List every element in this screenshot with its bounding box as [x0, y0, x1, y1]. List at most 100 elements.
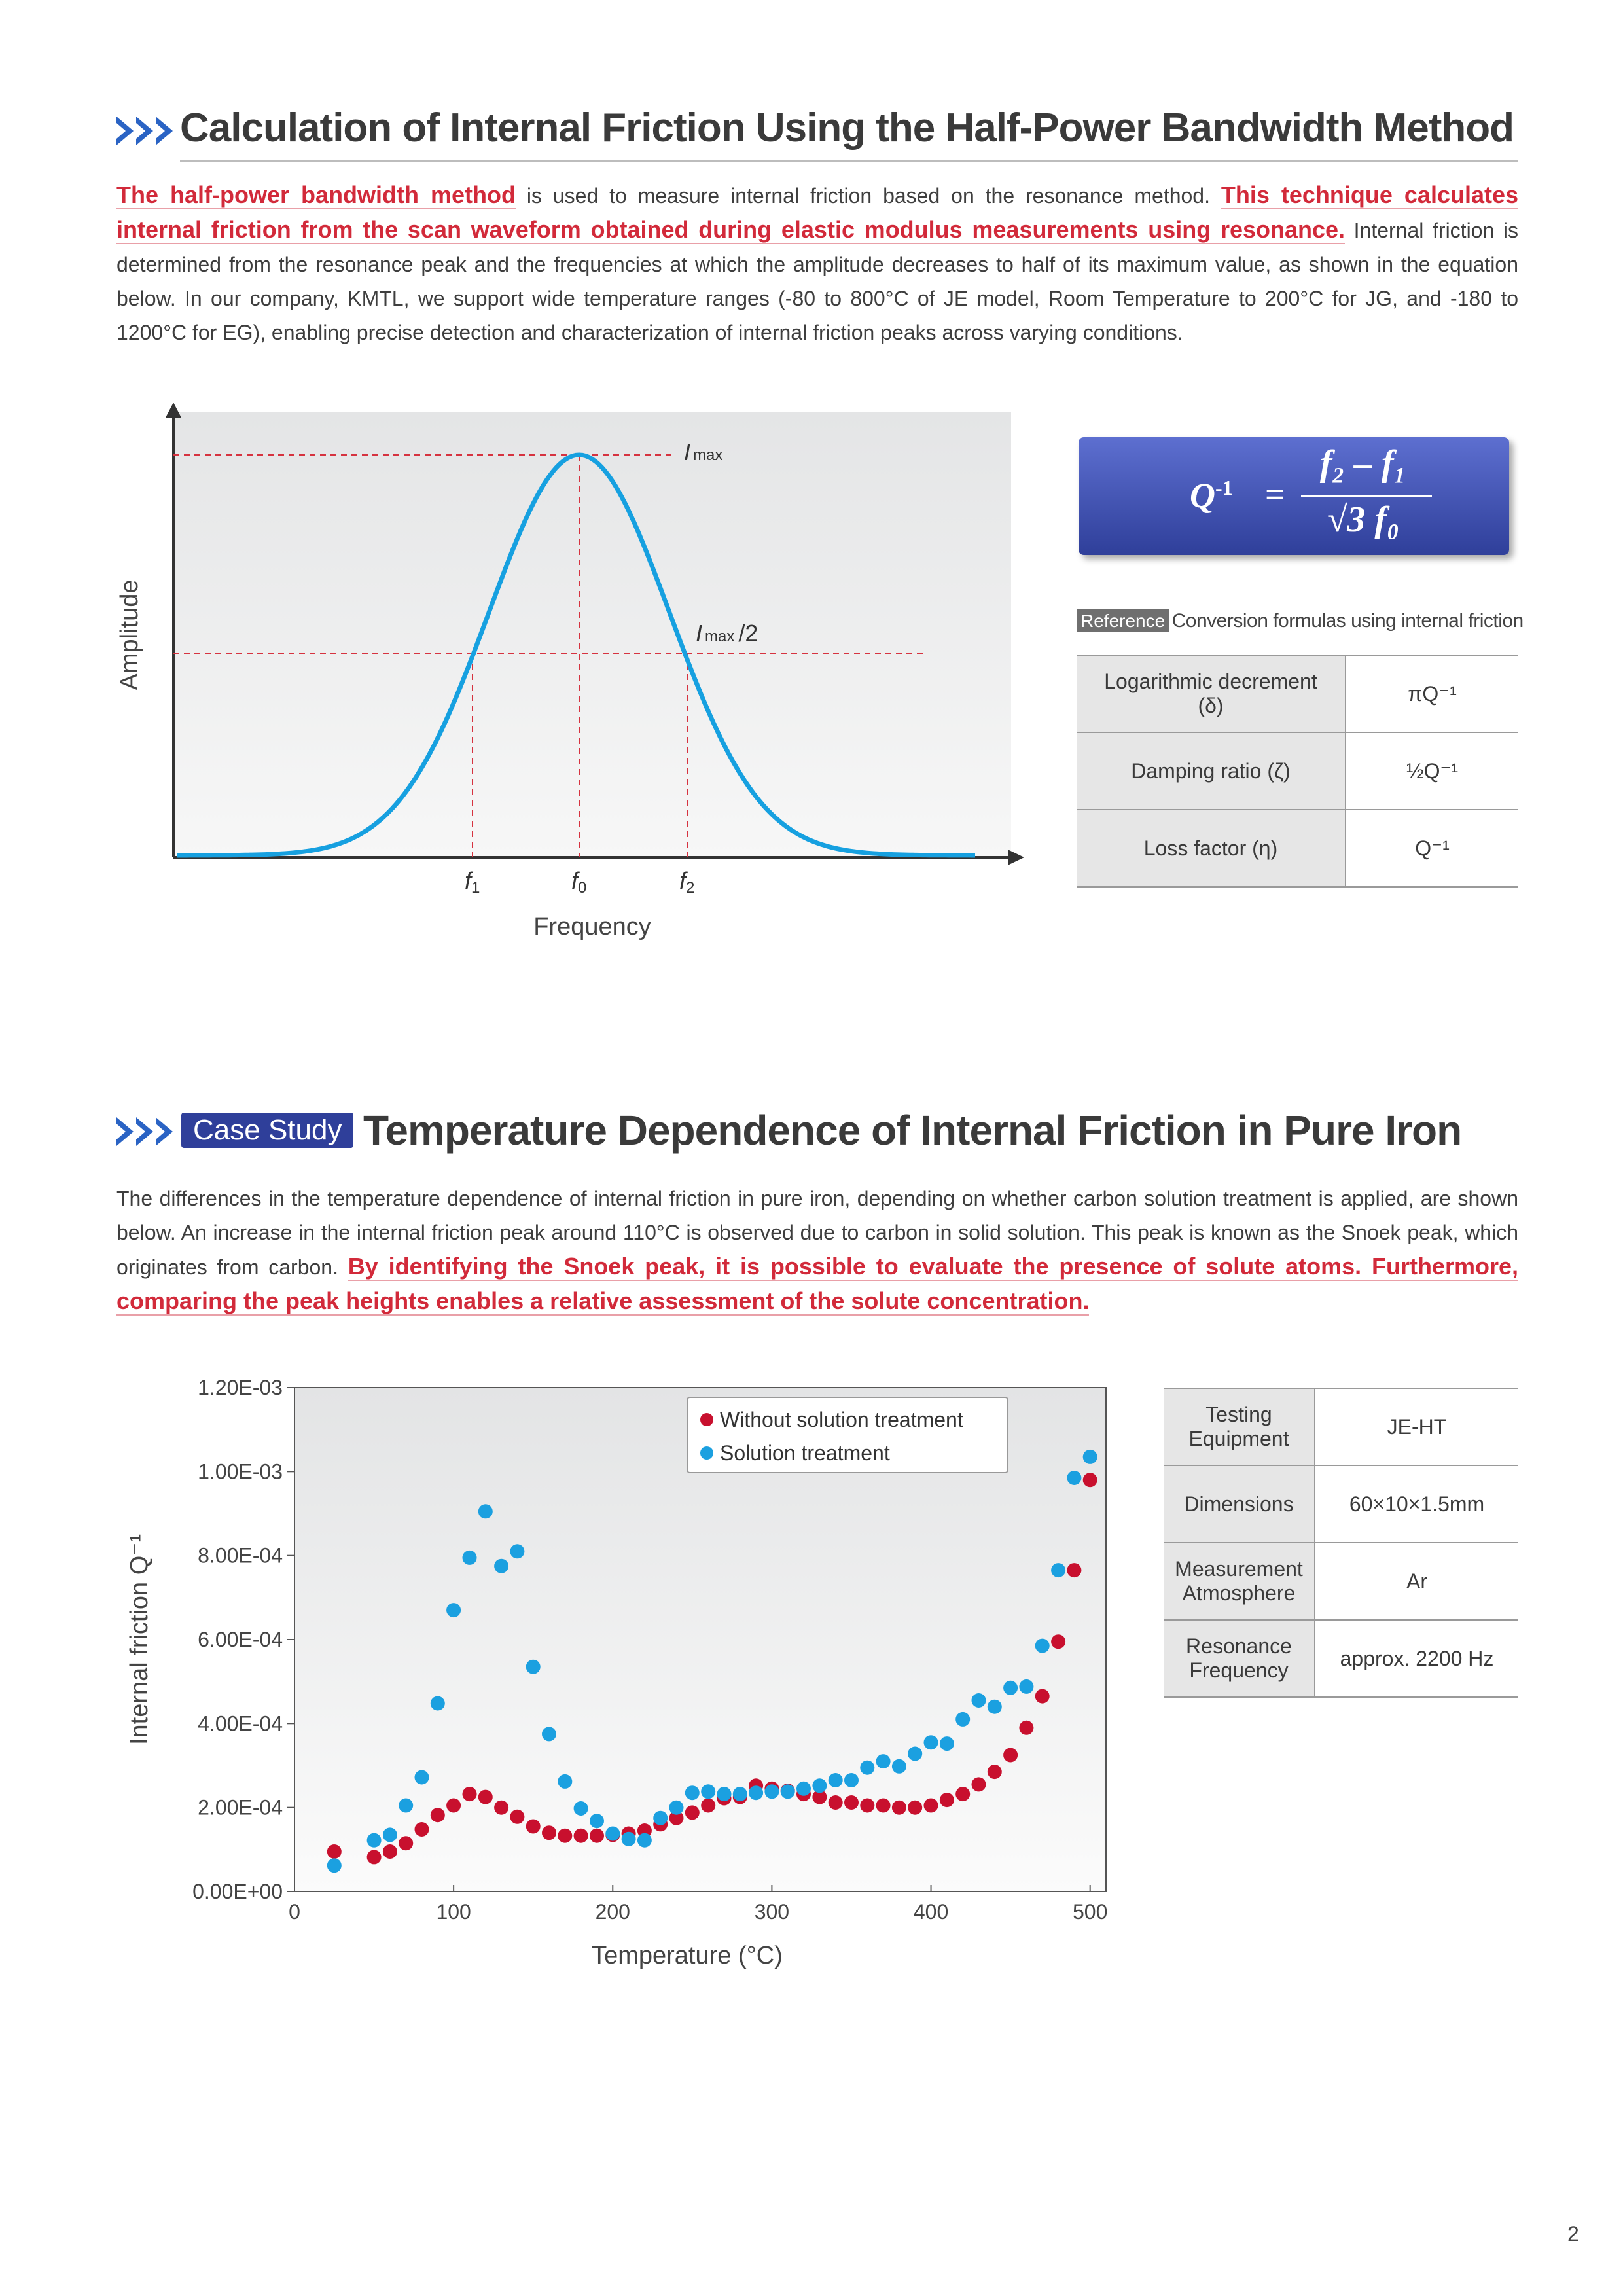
section1-chevrons-icon	[116, 117, 175, 145]
para-text-2: Internal friction is determined from the…	[116, 219, 1518, 344]
point-solution-treatment	[828, 1773, 843, 1787]
f1-label: f1	[465, 867, 480, 897]
point-without-treatment	[876, 1798, 891, 1813]
reference-row-name: Damping ratio (ζ)	[1077, 732, 1346, 810]
section1-title: Calculation of Internal Friction Using t…	[180, 105, 1514, 151]
point-solution-treatment	[605, 1826, 620, 1841]
point-solution-treatment	[669, 1800, 684, 1815]
f2-label: f2	[679, 867, 694, 897]
reference-row: Loss factor (η) Q⁻¹	[1077, 809, 1518, 888]
y-tick-label: 8.00E-04	[198, 1544, 283, 1568]
point-solution-treatment	[558, 1774, 573, 1789]
point-without-treatment	[1067, 1563, 1082, 1578]
specs-row-name: Testing Equipment	[1164, 1388, 1315, 1466]
point-solution-treatment	[796, 1781, 811, 1796]
legend-box	[687, 1397, 1008, 1473]
specs-row: Resonance Frequency approx. 2200 Hz	[1164, 1619, 1518, 1698]
legend-marker-solution	[700, 1446, 713, 1460]
reference-row: Damping ratio (ζ) ½Q⁻¹	[1077, 732, 1518, 810]
y-tick-label: 6.00E-04	[198, 1628, 283, 1651]
point-solution-treatment	[573, 1801, 588, 1816]
reference-row-name: Logarithmic decrement (δ)	[1077, 655, 1346, 733]
point-solution-treatment	[526, 1659, 541, 1674]
point-without-treatment	[891, 1800, 906, 1815]
imax-i: I	[684, 439, 690, 465]
point-without-treatment	[828, 1795, 843, 1810]
section2-chevrons-icon	[116, 1117, 175, 1146]
point-without-treatment	[1019, 1720, 1034, 1735]
point-solution-treatment	[701, 1784, 716, 1799]
point-solution-treatment	[590, 1814, 604, 1829]
diagram-xlabel: Frequency	[533, 913, 651, 941]
section2-paragraph: The differences in the temperature depen…	[116, 1181, 1519, 1319]
formula-lhs: Q-1	[1190, 475, 1233, 516]
point-without-treatment	[1082, 1473, 1097, 1488]
point-without-treatment	[685, 1805, 700, 1820]
point-solution-treatment	[510, 1544, 525, 1559]
section2-text: The differences in the temperature depen…	[116, 1187, 1518, 1279]
point-solution-treatment	[446, 1603, 461, 1618]
point-without-treatment	[908, 1800, 923, 1815]
section1-paragraph: The half-power bandwidth method is used …	[116, 178, 1519, 350]
imax-half-sub: max	[705, 628, 734, 645]
specs-row-name: Resonance Frequency	[1164, 1619, 1315, 1698]
y-tick-label: 0.00E+00	[192, 1880, 283, 1903]
point-solution-treatment	[780, 1784, 795, 1799]
formula-q: Q	[1190, 476, 1215, 515]
x-tick-label: 200	[596, 1900, 630, 1924]
point-without-treatment	[923, 1798, 938, 1813]
point-solution-treatment	[621, 1831, 636, 1846]
point-solution-treatment	[1003, 1680, 1018, 1695]
point-without-treatment	[1035, 1689, 1050, 1704]
point-solution-treatment	[717, 1787, 732, 1802]
specs-table: Testing Equipment JE-HT Dimensions 60×10…	[1164, 1388, 1518, 1698]
point-without-treatment	[366, 1850, 382, 1865]
specs-row: Testing Equipment JE-HT	[1164, 1388, 1518, 1466]
point-solution-treatment	[478, 1504, 493, 1519]
specs-row-value: JE-HT	[1315, 1388, 1518, 1466]
reference-tag: Reference	[1077, 609, 1169, 632]
reference-row-value: Q⁻¹	[1346, 809, 1518, 888]
section1-rule	[180, 160, 1518, 162]
specs-row-value: Ar	[1315, 1542, 1518, 1621]
point-solution-treatment	[1082, 1449, 1097, 1464]
specs-row: Dimensions 60×10×1.5mm	[1164, 1465, 1518, 1543]
point-solution-treatment	[987, 1699, 1002, 1714]
f2-sub: 2	[686, 879, 694, 897]
formula-box: Q-1 = f₂ – f₁ √3 f₀	[1079, 437, 1509, 555]
formula-fraction-bar	[1301, 495, 1432, 497]
formula-denominator: √3 f₀	[1327, 499, 1400, 540]
formula-q-sup: -1	[1215, 476, 1233, 499]
point-without-treatment	[558, 1828, 573, 1843]
specs-row-value: 60×10×1.5mm	[1315, 1465, 1518, 1543]
point-solution-treatment	[1051, 1563, 1066, 1578]
point-without-treatment	[590, 1828, 604, 1843]
point-without-treatment	[462, 1787, 477, 1802]
data-points	[327, 1449, 1097, 1873]
y-tick-label: 1.00E-03	[198, 1460, 283, 1483]
f0-label: f0	[571, 867, 586, 897]
chart-ylabel: Internal friction Q⁻¹	[126, 1534, 153, 1745]
case-study-badge: Case Study	[181, 1113, 354, 1148]
point-without-treatment	[327, 1844, 342, 1859]
point-without-treatment	[446, 1798, 461, 1813]
point-solution-treatment	[685, 1785, 700, 1801]
legend-marker-without	[700, 1413, 713, 1426]
point-solution-treatment	[732, 1787, 747, 1802]
reference-row-name: Loss factor (η)	[1077, 809, 1346, 888]
point-solution-treatment	[891, 1759, 906, 1774]
point-without-treatment	[542, 1825, 556, 1840]
f1-sub: 1	[471, 879, 480, 897]
highlight-snoek: By identifying the Snoek peak, it is pos…	[116, 1253, 1519, 1316]
point-solution-treatment	[1019, 1679, 1034, 1694]
point-without-treatment	[430, 1808, 445, 1823]
point-without-treatment	[399, 1836, 414, 1851]
point-without-treatment	[1003, 1748, 1018, 1763]
point-solution-treatment	[462, 1550, 477, 1565]
point-solution-treatment	[414, 1770, 429, 1785]
chart-xlabel: Temperature (°C)	[592, 1942, 783, 1969]
point-solution-treatment	[908, 1746, 923, 1761]
reference-row-value: πQ⁻¹	[1346, 655, 1518, 733]
formula-equals: =	[1265, 475, 1285, 514]
specs-row-name: Dimensions	[1164, 1465, 1315, 1543]
